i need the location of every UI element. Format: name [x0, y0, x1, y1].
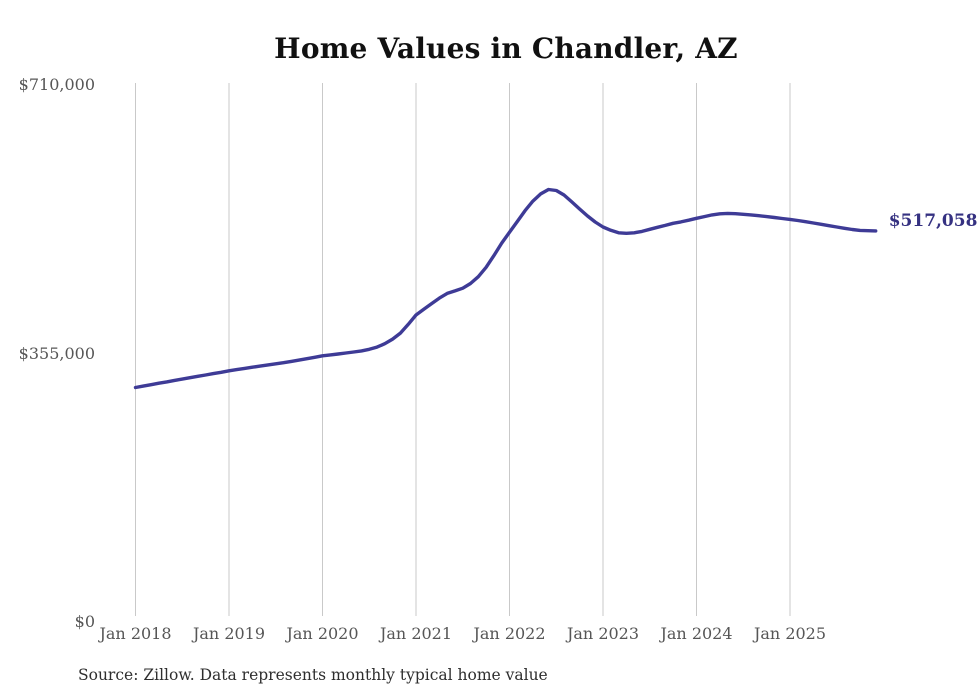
x-tick-label: Jan 2024 — [660, 624, 733, 643]
home-value-line-series — [133, 187, 878, 390]
vertical-gridlines — [135, 83, 791, 616]
y-tick-label: $710,000 — [18, 75, 95, 94]
y-tick-label: $0 — [74, 612, 95, 631]
x-tick-label: Jan 2021 — [379, 624, 453, 643]
x-tick-label: Jan 2018 — [99, 624, 172, 643]
x-tick-label: Jan 2023 — [566, 624, 640, 643]
x-tick-label: Jan 2019 — [192, 624, 266, 643]
y-tick-label: $355,000 — [18, 343, 95, 363]
x-tick-label: Jan 2022 — [473, 624, 546, 643]
chart-title: Home Values in Chandler, AZ — [274, 32, 738, 65]
source-note: Source: Zillow. Data represents monthly … — [78, 666, 548, 684]
latest-value-label: $517,058 — [888, 210, 978, 231]
x-tick-label: Jan 2025 — [753, 624, 827, 643]
x-tick-label: Jan 2020 — [286, 624, 359, 643]
